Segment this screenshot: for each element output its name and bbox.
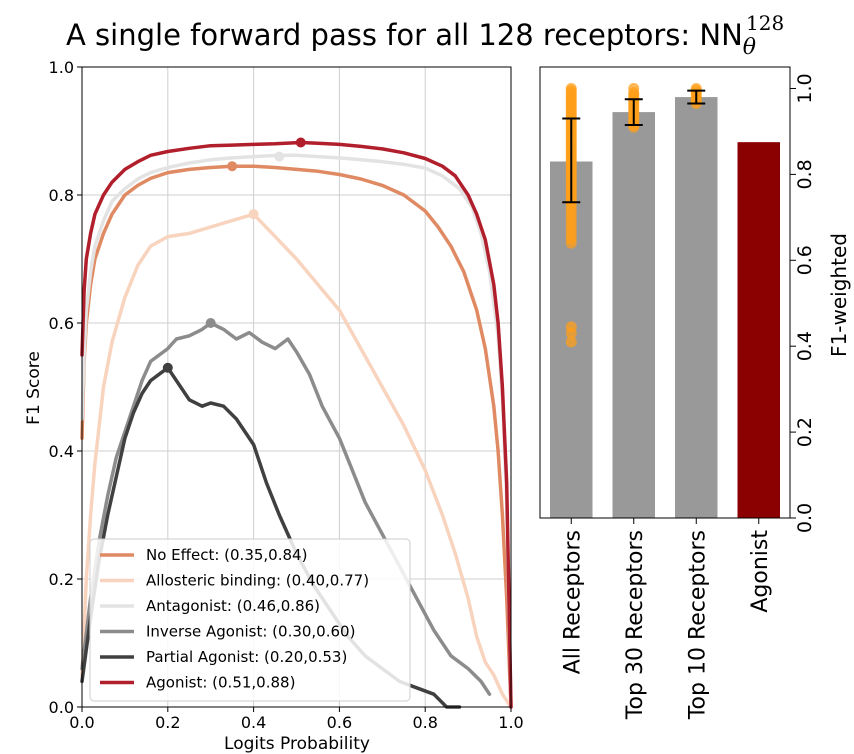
x-tick-label: 0.2 [155, 713, 180, 732]
receptor-point [565, 327, 577, 339]
best-point-marker [227, 161, 238, 172]
x-tick-label: 0.4 [241, 713, 266, 732]
chart-title-superscript: 128 [746, 11, 784, 35]
legend-box [89, 538, 411, 702]
f1-curve-panel: 0.0 0.2 0.4 0.6 0.8 1.0 0.0 0.2 0.4 0.6 0.8 1.0 Lo… [24, 58, 524, 754]
left-x-ticks: 0.0 0.2 0.4 0.6 0.8 1.0 [69, 707, 524, 732]
category-labels: All Receptors Top 30 Receptors Top 10 Rece… [560, 518, 773, 720]
y-tick-label: 0.8 [49, 186, 74, 205]
legend: No Effect: (0.35,0.84) Allosteric binding… [89, 538, 411, 702]
x-tick-label: 1.0 [498, 713, 523, 732]
y-tick-label: 0.2 [49, 570, 74, 589]
y-tick-label: 0.6 [49, 314, 74, 333]
error-bars [562, 89, 706, 204]
x-tick-label: 0.8 [412, 713, 437, 732]
receptor-point [565, 237, 577, 249]
right-y-tick-label: 0.6 [794, 245, 816, 275]
y-tick-label: 0.0 [49, 698, 74, 717]
legend-label: Antagonist: (0.46,0.86) [146, 597, 320, 615]
bar [612, 112, 655, 518]
best-threshold-markers [162, 137, 306, 373]
category-label: Top 30 Receptors [623, 530, 648, 720]
legend-label: Agonist: (0.51,0.88) [146, 674, 295, 692]
x-tick-label: 0.0 [69, 713, 94, 732]
right-y-tick-label: 0.8 [794, 159, 816, 189]
series-line [80, 153, 513, 709]
best-point-marker [295, 137, 306, 148]
best-point-marker [205, 318, 216, 328]
legend-label: Partial Agonist: (0.20,0.53) [146, 648, 347, 666]
category-label: Top 10 Receptors [685, 530, 710, 720]
y-tick-label: 1.0 [49, 58, 74, 77]
right-y-axis-label: F1-weighted [827, 233, 851, 357]
y-tick-label: 0.4 [49, 442, 74, 461]
x-tick-label: 0.6 [327, 713, 352, 732]
right-y-tick-label: 0.0 [794, 503, 816, 533]
f1-weighted-bar-panel: 0.0 0.2 0.4 0.6 0.8 1.0 All Receptors Top 30 R… [539, 66, 851, 720]
right-axes-frame [539, 66, 791, 519]
category-label: Agonist [748, 530, 773, 613]
right-y-ticks: 0.0 0.2 0.4 0.6 0.8 1.0 [790, 73, 816, 533]
left-axes-frame [81, 66, 512, 708]
right-y-tick-label: 0.4 [794, 331, 816, 361]
category-label: All Receptors [560, 530, 585, 674]
chart-title-subscript: θ [743, 35, 756, 60]
receptor-point [565, 336, 577, 348]
bar [737, 142, 780, 518]
left-y-ticks: 0.0 0.2 0.4 0.6 0.8 1.0 [49, 58, 82, 717]
left-y-axis-label: F1 Score [24, 351, 44, 425]
best-point-marker [162, 362, 173, 373]
bar [675, 97, 718, 519]
series-line [80, 212, 513, 709]
receptor-points [565, 82, 702, 348]
bars [550, 97, 780, 519]
chart-title: A single forward pass for all 128 recept… [66, 11, 784, 60]
legend-label: Inverse Agonist: (0.30,0.60) [146, 623, 355, 641]
right-y-tick-label: 1.0 [794, 73, 816, 103]
chart-title-main: A single forward pass for all 128 recept… [66, 18, 743, 52]
legend-label: Allosteric binding: (0.40,0.77) [146, 572, 369, 590]
right-y-tick-label: 0.2 [794, 417, 816, 447]
best-point-marker [248, 209, 259, 220]
left-x-axis-label: Logits Probability [224, 734, 370, 754]
legend-label: No Effect: (0.35,0.84) [146, 546, 307, 564]
series-line [80, 164, 513, 709]
best-point-marker [274, 151, 285, 162]
